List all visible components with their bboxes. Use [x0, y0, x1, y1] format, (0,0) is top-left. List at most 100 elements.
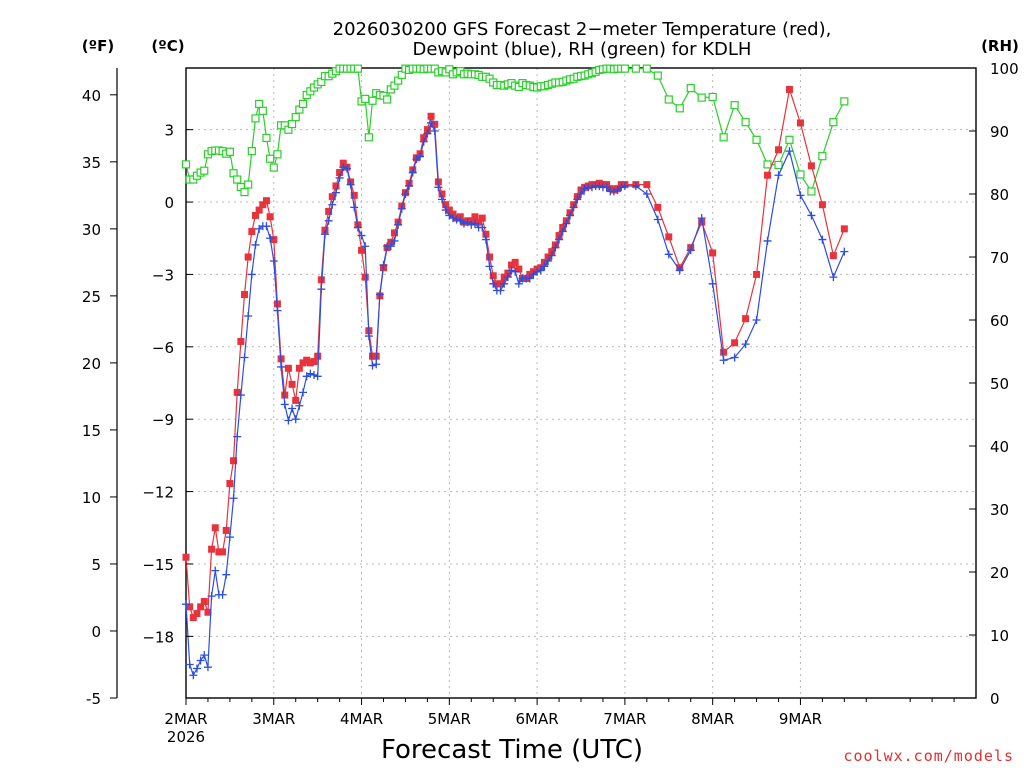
- temperature-point: [387, 238, 395, 246]
- rh-point: [708, 92, 717, 102]
- dewpoint-point: [430, 127, 439, 135]
- dewpoint-point: [372, 360, 381, 369]
- rh-point: [258, 106, 267, 115]
- dewpoint-point: [595, 181, 604, 190]
- dewpoint-point: [503, 273, 512, 282]
- rh-point: [200, 166, 209, 175]
- dewpoint-point: [284, 416, 293, 425]
- temperature-point: [456, 213, 464, 221]
- temperature-point: [709, 249, 717, 257]
- dewpoint-point: [225, 533, 234, 542]
- temperature-point: [248, 228, 256, 236]
- rh-point: [675, 104, 684, 113]
- temperature-point: [438, 190, 446, 198]
- dewpoint-point: [686, 246, 695, 255]
- dewpoint-point: [434, 183, 443, 192]
- temperature-point: [281, 391, 289, 399]
- temperature-point: [310, 358, 318, 366]
- temperature-point: [486, 253, 494, 261]
- dewpoint-point: [829, 273, 838, 282]
- dewpoint-point: [664, 250, 673, 259]
- dewpoint-point: [573, 195, 582, 204]
- dewpoint-point: [218, 590, 227, 599]
- celsius-tick-label: −9: [152, 411, 174, 429]
- temperature-point: [508, 261, 516, 269]
- temperature-point: [489, 272, 497, 280]
- x-tick-label: 9MAR: [779, 710, 822, 728]
- dewpoint-point: [631, 181, 640, 190]
- temperature-point: [654, 203, 662, 211]
- fahrenheit-axis-unit: (ºF): [82, 37, 114, 55]
- temperature-line: [185, 89, 845, 619]
- rh-point: [763, 160, 772, 169]
- rh-point: [273, 150, 282, 159]
- temperature-point: [182, 553, 190, 561]
- dewpoint-point: [419, 137, 428, 146]
- dewpoint-point: [310, 370, 319, 379]
- axes-layer: 2MAR 3MAR 4MAR 5MAR 6MAR 7MAR 8MAR 9MAR −18 −15 −1…: [82, 60, 1019, 728]
- chart-title-line2: Dewpoint (blue), RH (green) for KDLH: [413, 39, 752, 60]
- temperature-point: [255, 206, 263, 214]
- celsius-axis-unit: (ºC): [151, 37, 184, 55]
- dewpoint-point: [390, 236, 399, 245]
- dewpoint-point: [324, 216, 333, 225]
- temperature-point: [420, 134, 428, 142]
- dewpoint-point: [361, 242, 370, 251]
- temperature-point: [731, 339, 739, 347]
- temperature-point: [829, 252, 837, 260]
- dewpoint-point: [273, 306, 282, 315]
- dewpoint-point: [342, 164, 351, 173]
- temperature-point: [431, 120, 439, 128]
- temperature-point: [197, 603, 205, 611]
- dewpoint-point: [331, 188, 340, 197]
- plot-frame: [185, 67, 977, 699]
- rh-point: [361, 94, 370, 103]
- fahrenheit-tick-label: 30: [82, 221, 101, 239]
- dewpoint-point: [306, 369, 315, 378]
- dewpoint-point: [200, 651, 209, 660]
- rh-tick-label: 90: [990, 123, 1009, 141]
- dewpoint-point: [320, 230, 329, 239]
- dewpoint-point: [397, 204, 406, 213]
- dewpoint-point: [438, 195, 447, 204]
- dewpoint-point: [448, 214, 457, 223]
- dewpoint-point: [525, 274, 534, 283]
- dewpoint-point: [587, 183, 596, 192]
- series-layer: [181, 64, 849, 680]
- fahrenheit-tick-label: 10: [82, 489, 101, 507]
- temperature-point: [204, 608, 212, 616]
- dewpoint-point: [555, 235, 564, 244]
- rh-point: [353, 64, 362, 73]
- temperature-point: [423, 126, 431, 134]
- dewpoint-point: [269, 257, 278, 266]
- temperature-point: [317, 276, 325, 284]
- dewpoint-point: [730, 353, 739, 362]
- celsius-tick-label: 0: [164, 194, 174, 212]
- temperature-point: [266, 213, 274, 221]
- celsius-tick-label: 3: [164, 122, 174, 140]
- x-tick-label: 6MAR: [516, 710, 559, 728]
- temperature-point: [306, 359, 314, 367]
- rh-point: [247, 147, 256, 156]
- temperature-point: [219, 548, 227, 556]
- dewpoint-point: [467, 220, 476, 229]
- dewpoint-point: [339, 163, 348, 172]
- temperature-point: [259, 201, 267, 209]
- rh-point: [774, 160, 783, 170]
- dewpoint-point: [317, 285, 326, 294]
- dewpoint-point: [796, 191, 805, 200]
- dewpoint-point: [185, 660, 194, 669]
- dewpoint-point: [536, 266, 545, 275]
- x-tick-label: 8MAR: [691, 710, 734, 728]
- temperature-point: [244, 253, 252, 261]
- x-axis-title: Forecast Time (UTC): [381, 735, 643, 765]
- rh-point: [262, 133, 271, 143]
- dewpoint-point: [416, 152, 425, 161]
- temperature-point: [742, 315, 750, 323]
- temperature-point: [515, 265, 523, 273]
- dewpoint-point: [653, 215, 662, 224]
- x-tick-label: 5MAR: [428, 710, 471, 728]
- dewpoint-point: [401, 190, 410, 198]
- rh-point: [225, 147, 234, 156]
